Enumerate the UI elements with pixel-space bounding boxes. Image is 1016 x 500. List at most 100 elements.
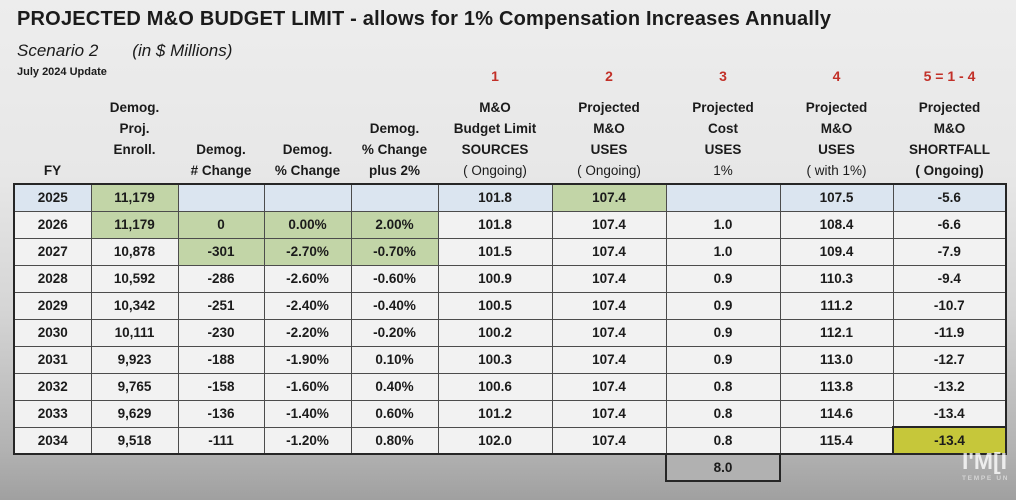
table-row-2031: 2031 9,923 -188 -1.90% 0.10% 100.3 107.4 0.9 113… <box>13 345 1007 374</box>
cell-fy-2034: 2034 <box>13 426 92 455</box>
cell-uses-with-1pct-2025: 107.5 <box>779 183 894 212</box>
column-header-pct-change-plus2: Demog.% Change plus 2% <box>361 121 428 178</box>
table-row-2026: 2026 11,179 0 0.00% 2.00% 101.8 107.4 1.0 108.4-… <box>13 210 1007 239</box>
column-header-pct-change: Demog.% Change <box>274 142 341 178</box>
cell-shortfall-2033: -13.4 <box>892 399 1007 428</box>
cell-pct-change-plus2-2026: 2.00% <box>350 210 439 239</box>
cell-cost-uses-2030: 0.9 <box>665 318 781 347</box>
cell-uses-2033: 107.4 <box>551 399 667 428</box>
watermark-sub-text: TEMPE UN <box>962 475 1010 482</box>
cell-uses-2027: 107.4 <box>551 237 667 266</box>
table-footer: 8.0 <box>14 453 1006 482</box>
column-number-enroll <box>91 64 178 88</box>
cell-fy-2033: 2033 <box>13 399 92 428</box>
column-header-sources: M&O Budget Limit SOURCES( Ongoing) <box>453 100 537 178</box>
cell-pct-change-2027: -2.70% <box>263 237 352 266</box>
column-number-pct-change <box>264 64 351 88</box>
cell-pct-change-2033: -1.40% <box>263 399 352 428</box>
cell-shortfall-2031: -12.7 <box>892 345 1007 374</box>
column-number-fy <box>14 64 91 88</box>
budget-table: 1 2 3 4 5 = 1 - 4 FY Demog. Proj. Enroll. Demog.… <box>13 64 1007 482</box>
cell-pct-change-plus2-2030: -0.20% <box>350 318 439 347</box>
cell-pct-change-plus2-2028: -0.60% <box>350 264 439 293</box>
cell-pct-change-2032: -1.60% <box>263 372 352 401</box>
cell-num-change-2032: -158 <box>177 372 265 401</box>
page-title: PROJECTED M&O BUDGET LIMIT - allows for … <box>17 8 832 30</box>
cell-uses-with-1pct-2029: 111.2 <box>779 291 894 320</box>
cell-uses-with-1pct-2028: 110.3 <box>779 264 894 293</box>
cell-pct-change-plus2-2027: -0.70% <box>350 237 439 266</box>
footer-spacer <box>178 454 264 481</box>
cell-fy-2028: 2028 <box>13 264 92 293</box>
footer-cell-cost-uses-total: 8.0 <box>665 453 781 482</box>
cell-enroll-2029: 10,342 <box>90 291 179 320</box>
cell-pct-change-plus2-2032: 0.40% <box>350 372 439 401</box>
cell-cost-uses-2026: 1.0 <box>665 210 781 239</box>
cell-enroll-2032: 9,765 <box>90 372 179 401</box>
cell-uses-2031: 107.4 <box>551 345 667 374</box>
cell-pct-change-2029: -2.40% <box>263 291 352 320</box>
cell-sources-2026: 101.8 <box>437 210 553 239</box>
footer-spacer <box>438 454 552 481</box>
cell-num-change-2033: -136 <box>177 399 265 428</box>
table-header: 1 2 3 4 5 = 1 - 4 FY Demog. Proj. Enroll. Demog.… <box>14 64 1006 184</box>
table-row-2029: 2029 10,342 -251 -2.40% -0.40% 100.5 107.4 0.9 1… <box>13 291 1007 320</box>
footer-spacer <box>552 454 666 481</box>
footer-spacer <box>14 454 91 481</box>
cell-cost-uses-2033: 0.8 <box>665 399 781 428</box>
cell-sources-2031: 100.3 <box>437 345 553 374</box>
column-number-shortfall: 5 = 1 - 4 <box>923 68 976 84</box>
cell-uses-with-1pct-2033: 114.6 <box>779 399 894 428</box>
table-row-2034: 2034 9,518 -111 -1.20% 0.80% 102.0 107.4 0.8 115… <box>13 426 1007 455</box>
footer-spacer <box>351 454 438 481</box>
cell-enroll-2027: 10,878 <box>90 237 179 266</box>
cell-cost-uses-2028: 0.9 <box>665 264 781 293</box>
district-logo-watermark: I'M[I TEMPE UN <box>962 450 1009 483</box>
cell-enroll-2030: 10,111 <box>90 318 179 347</box>
cell-enroll-2028: 10,592 <box>90 264 179 293</box>
column-number-uses: 2 <box>605 68 613 84</box>
cell-uses-2026: 107.4 <box>551 210 667 239</box>
cell-enroll-2031: 9,923 <box>90 345 179 374</box>
update-note: July 2024 Update <box>17 66 107 78</box>
cell-fy-2030: 2030 <box>13 318 92 347</box>
cell-pct-change-2025 <box>263 183 352 212</box>
cell-pct-change-plus2-2033: 0.60% <box>350 399 439 428</box>
cell-cost-uses-2029: 0.9 <box>665 291 781 320</box>
cell-enroll-2026: 11,179 <box>90 210 179 239</box>
column-number-row: 1 2 3 4 5 = 1 - 4 <box>14 64 1006 88</box>
cell-fy-2032: 2032 <box>13 372 92 401</box>
cell-pct-change-plus2-2034: 0.80% <box>350 426 439 455</box>
cell-enroll-2034: 9,518 <box>90 426 179 455</box>
footer-spacer <box>780 454 893 481</box>
cell-cost-uses-2031: 0.9 <box>665 345 781 374</box>
column-header-num-change: Demog. # Change <box>190 142 252 178</box>
cell-fy-2031: 2031 <box>13 345 92 374</box>
footer-row: 8.0 <box>14 453 1006 482</box>
cell-num-change-2028: -286 <box>177 264 265 293</box>
cell-shortfall-2028: -9.4 <box>892 264 1007 293</box>
cell-pct-change-2031: -1.90% <box>263 345 352 374</box>
cell-uses-with-1pct-2026: 108.4 <box>779 210 894 239</box>
cell-pct-change-plus2-2031: 0.10% <box>350 345 439 374</box>
column-number-num-change <box>178 64 264 88</box>
cell-uses-2030: 107.4 <box>551 318 667 347</box>
cell-shortfall-2025: -5.6 <box>892 183 1007 212</box>
cell-shortfall-2029: -10.7 <box>892 291 1007 320</box>
scenario-label: Scenario 2 <box>17 41 99 60</box>
cell-fy-2026: 2026 <box>13 210 92 239</box>
cell-sources-2029: 100.5 <box>437 291 553 320</box>
units-label: (in $ Millions) <box>132 41 233 60</box>
watermark-logo-text: I'M[I <box>962 448 1008 474</box>
cell-pct-change-2030: -2.20% <box>263 318 352 347</box>
table-body: 2025 11,179 101.8 107.4 107.5 -5.6 2026 11,179 0… <box>13 183 1007 455</box>
cell-fy-2027: 2027 <box>13 237 92 266</box>
cell-shortfall-2026: -6.6 <box>892 210 1007 239</box>
cell-uses-with-1pct-2034: 115.4 <box>779 426 894 455</box>
cell-cost-uses-2025 <box>665 183 781 212</box>
cell-uses-2034: 107.4 <box>551 426 667 455</box>
cell-uses-2025: 107.4 <box>551 183 667 212</box>
cell-num-change-2034: -111 <box>177 426 265 455</box>
cell-uses-with-1pct-2032: 113.8 <box>779 372 894 401</box>
cell-sources-2030: 100.2 <box>437 318 553 347</box>
